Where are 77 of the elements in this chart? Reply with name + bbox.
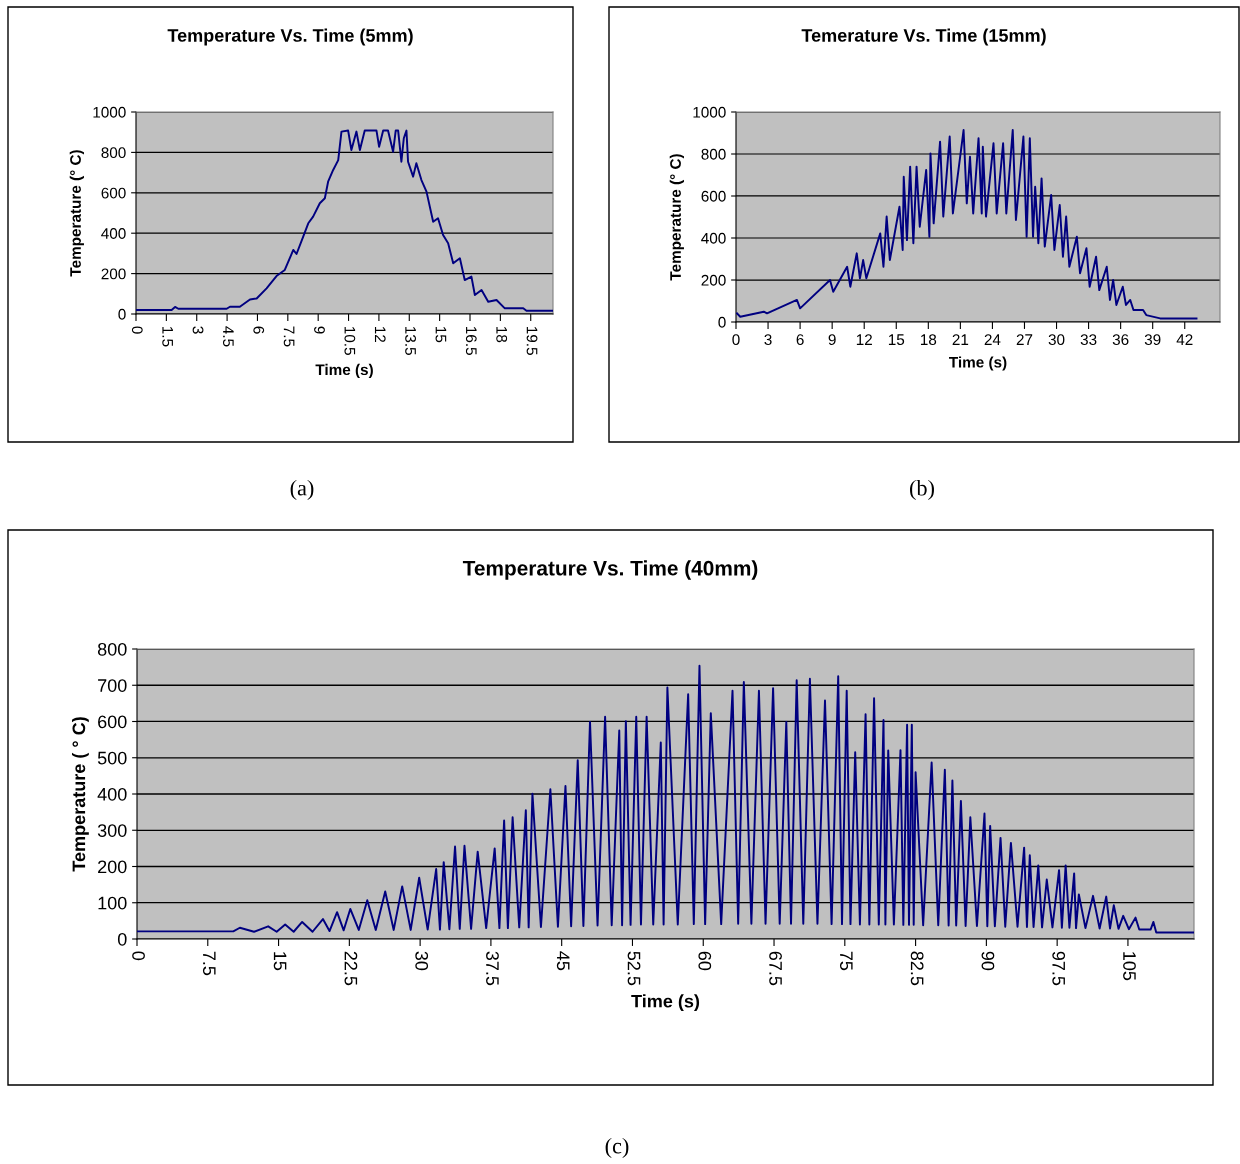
y-tick-label: 200 (98, 860, 127, 874)
x-axis-title: Time (s) (631, 994, 700, 1012)
chart-title: Temerature Vs. Time (15mm) (801, 28, 1046, 46)
x-tick-label: 21 (952, 334, 969, 345)
x-tick-label: 36 (1112, 334, 1129, 346)
x-tick-label: 18 (920, 334, 937, 346)
line-series (736, 129, 1198, 320)
x-tick-label: 37.5 (486, 951, 499, 986)
x-tick-label: 75 (839, 951, 853, 971)
x-tick-label: 15 (273, 952, 287, 971)
x-tick-label: 90 (981, 951, 995, 971)
y-tick-label: 200 (701, 274, 726, 286)
y-tick-label: 0 (117, 932, 127, 946)
x-tick-label: 24 (984, 334, 1001, 345)
y-tick-label: 300 (97, 824, 127, 837)
x-tick-label: 3 (192, 326, 204, 334)
x-tick-label: 15 (435, 326, 447, 343)
y-axis-title: Temperature ( ° C) (71, 717, 89, 872)
y-axis-title: Temperature (° C) (69, 150, 84, 277)
y-tick-label: 0 (118, 308, 126, 320)
y-tick-label: 400 (101, 228, 126, 239)
text: (c) (605, 1137, 629, 1159)
x-axis-title: Time (s) (315, 363, 373, 379)
x-tick-label: 12 (856, 334, 872, 345)
y-tick-label: 600 (701, 190, 726, 202)
x-tick-label: 45 (556, 951, 570, 971)
x-axis-title: Time (s) (949, 356, 1007, 371)
x-tick-label: 4.5 (222, 326, 234, 347)
chart-title: Temperature Vs. Time (5mm) (167, 28, 413, 46)
x-tick-label: 97.5 (1052, 951, 1066, 986)
x-tick-label: 15 (888, 334, 905, 346)
x-tick-label: 30 (1048, 334, 1065, 346)
y-tick-label: 800 (97, 642, 127, 656)
x-tick-label: 33 (1080, 334, 1097, 346)
text: (a) (290, 479, 314, 501)
text: (b) (910, 479, 934, 501)
x-tick-label: 30 (415, 951, 429, 971)
x-tick-label: 0 (131, 326, 143, 334)
x-tick-label: 22.5 (344, 951, 358, 986)
y-tick-label: 800 (701, 148, 726, 160)
x-tick-label: 19.5 (526, 326, 538, 355)
x-tick-label: 39 (1144, 334, 1161, 346)
x-tick-label: 0 (132, 951, 145, 961)
x-tick-label: 12 (374, 326, 386, 343)
x-tick-label: 6 (253, 326, 265, 334)
y-tick-label: 400 (701, 232, 726, 244)
x-tick-label: 10.5 (344, 326, 356, 355)
x-tick-label: 6 (796, 334, 804, 346)
x-tick-label: 3 (764, 334, 772, 346)
y-tick-label: 400 (97, 787, 127, 801)
y-tick-label: 600 (98, 715, 127, 729)
y-tick-label: 200 (101, 268, 126, 280)
x-tick-label: 16.5 (465, 326, 477, 355)
x-tick-label: 7.5 (202, 951, 216, 976)
x-tick-label: 18 (496, 326, 508, 343)
x-tick-label: 42 (1176, 334, 1193, 345)
x-tick-label: 67.5 (769, 951, 782, 986)
x-tick-label: 7.5 (283, 326, 295, 347)
y-tick-label: 700 (98, 679, 127, 692)
y-tick-label: 1000 (693, 106, 726, 118)
x-tick-label: 9 (314, 326, 325, 334)
x-tick-label: 0 (732, 334, 740, 346)
x-tick-label: 27 (1016, 334, 1033, 345)
y-tick-label: 1000 (93, 106, 126, 118)
x-tick-label: 105 (1123, 952, 1136, 981)
x-tick-label: 13.5 (405, 326, 416, 355)
y-tick-label: 600 (101, 187, 126, 199)
x-tick-label: 82.5 (910, 951, 924, 986)
x-tick-label: 1.5 (162, 326, 173, 347)
y-tick-label: 800 (101, 147, 126, 159)
chart-title: Temperature Vs. Time (40mm) (462, 560, 758, 580)
x-tick-label: 9 (828, 334, 836, 346)
y-tick-label: 500 (97, 751, 127, 765)
y-axis-title: Temperature (° C) (669, 154, 684, 281)
x-tick-label: 52.5 (627, 951, 641, 986)
x-tick-label: 60 (698, 951, 712, 971)
y-tick-label: 100 (98, 896, 127, 910)
